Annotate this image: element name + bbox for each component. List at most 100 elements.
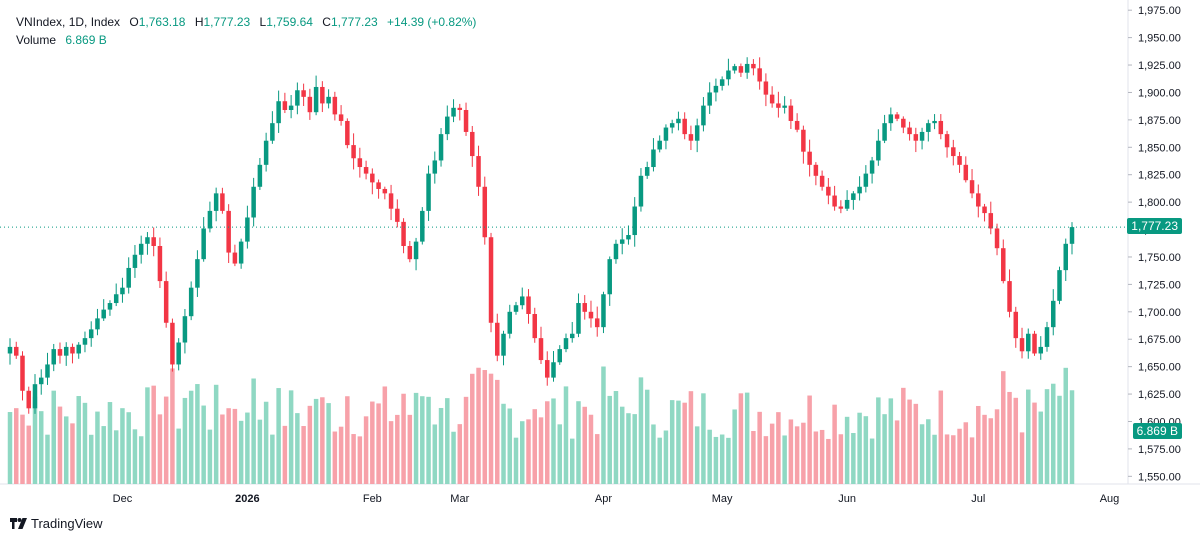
candle-body xyxy=(395,208,400,222)
volume-bar xyxy=(63,416,69,484)
candle-body xyxy=(270,123,275,141)
candle-body xyxy=(407,246,413,260)
candle-body xyxy=(544,360,550,378)
candle-body xyxy=(1007,281,1012,312)
candle-body xyxy=(613,243,619,260)
candle-body xyxy=(95,318,100,330)
candle-body xyxy=(676,118,681,124)
candle-body xyxy=(851,193,856,200)
candle-body xyxy=(151,237,156,246)
candle-body xyxy=(338,114,344,121)
volume-bar xyxy=(1026,389,1031,484)
candle-body xyxy=(826,186,831,196)
volume-bar xyxy=(713,436,719,484)
candle-body xyxy=(432,160,438,174)
volume-bar xyxy=(163,396,169,484)
candle-body xyxy=(726,70,731,80)
volume-bar xyxy=(70,423,75,484)
volume-bar xyxy=(263,401,269,484)
candle-body xyxy=(501,333,506,356)
volume-bar xyxy=(88,434,94,484)
volume-bar xyxy=(1032,402,1037,484)
volume-bar xyxy=(488,373,494,484)
time-tick-label: Aug xyxy=(1100,493,1120,505)
tradingview-branding[interactable]: TradingView xyxy=(10,516,103,531)
volume-legend-row: Volume 6.869 B xyxy=(16,33,476,48)
candle-body xyxy=(1044,327,1050,347)
volume-bar xyxy=(170,368,175,484)
volume-bar xyxy=(251,378,256,484)
volume-label[interactable]: Volume xyxy=(16,33,57,47)
candle-body xyxy=(363,167,369,174)
candle-body xyxy=(345,120,350,146)
volume-bar xyxy=(432,424,438,484)
candle-body xyxy=(257,164,263,187)
volume-bar xyxy=(1001,371,1006,484)
candle-body xyxy=(1019,338,1025,352)
candle-body xyxy=(694,125,700,141)
candle-body xyxy=(188,287,194,317)
candle-body xyxy=(82,338,88,345)
candle-body xyxy=(126,267,131,288)
candle-body xyxy=(944,134,950,148)
volume-bar xyxy=(763,436,769,484)
volume-bar xyxy=(345,396,350,484)
candle-body xyxy=(876,140,881,161)
time-tick-label: 2026 xyxy=(235,493,259,505)
candle-body xyxy=(307,96,313,113)
volume-bar xyxy=(370,401,375,484)
volume-bar xyxy=(213,384,219,484)
volume-value: 6.869 B xyxy=(65,33,107,47)
price-tick-label: 1,550.00 xyxy=(1138,471,1181,483)
volume-bar xyxy=(7,412,13,484)
candle-body xyxy=(438,134,444,161)
candle-body xyxy=(1026,333,1031,352)
candle-body xyxy=(626,235,631,240)
open-value: 1,763.18 xyxy=(138,15,186,29)
candle-body xyxy=(63,346,69,356)
candle-body xyxy=(388,193,394,209)
candle-body xyxy=(70,346,75,354)
volume-bar xyxy=(988,418,994,484)
candle-body xyxy=(13,346,19,356)
volume-bar xyxy=(395,414,400,484)
symbol-name[interactable]: VNIndex, 1D, Index xyxy=(16,15,121,29)
volume-bar xyxy=(82,402,88,484)
price-tick-label: 1,925.00 xyxy=(1138,60,1181,72)
volume-bar xyxy=(220,414,225,484)
candle-body xyxy=(844,199,850,209)
volume-bar xyxy=(794,426,800,484)
candle-body xyxy=(320,86,325,104)
close-value: 1,777.23 xyxy=(330,15,378,29)
volume-bar xyxy=(282,425,288,484)
candle-body xyxy=(520,296,525,306)
candle-body xyxy=(663,127,669,141)
candle-body xyxy=(26,390,31,409)
volume-bar xyxy=(938,390,944,484)
candle-body xyxy=(463,110,469,132)
volume-bar xyxy=(270,434,275,484)
volume-bar xyxy=(207,429,213,484)
candle-body xyxy=(632,206,637,236)
candle-body xyxy=(195,259,200,288)
candle-body xyxy=(963,164,969,181)
volume-bar xyxy=(188,390,194,484)
candle-body xyxy=(445,116,450,135)
candle-body xyxy=(913,134,919,141)
candle-body xyxy=(163,281,169,323)
volume-bar xyxy=(195,384,200,484)
volume-bar xyxy=(726,437,731,484)
candle-body xyxy=(1063,243,1069,271)
candle-body xyxy=(607,259,612,295)
volume-bar xyxy=(563,386,569,484)
candle-body xyxy=(551,362,556,378)
last-price-label: 1,777.23 xyxy=(1127,218,1182,235)
volume-bar xyxy=(1038,411,1044,484)
volume-bar xyxy=(1013,397,1019,484)
volume-bar xyxy=(451,431,456,484)
volume-bar xyxy=(663,430,669,484)
candle-body xyxy=(569,333,575,339)
volume-bar xyxy=(601,366,606,484)
